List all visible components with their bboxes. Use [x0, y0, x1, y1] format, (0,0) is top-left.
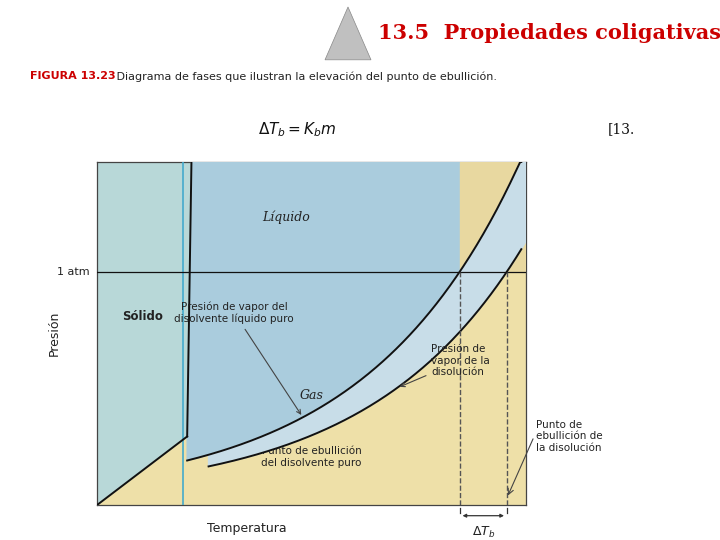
Text: Diagrama de fases que ilustran la elevación del punto de ebullición.: Diagrama de fases que ilustran la elevac… [113, 71, 497, 82]
Text: $\Delta T_b = K_b m$: $\Delta T_b = K_b m$ [258, 120, 337, 139]
Text: $\Delta T_b$: $\Delta T_b$ [472, 525, 495, 540]
Text: Presión: Presión [48, 310, 60, 356]
Polygon shape [187, 162, 526, 461]
Polygon shape [459, 162, 526, 272]
Text: Punto de
ebullición de
la disolución: Punto de ebullición de la disolución [536, 420, 603, 453]
Text: 1 atm: 1 atm [58, 267, 90, 276]
Text: Líquido: Líquido [262, 210, 310, 224]
Polygon shape [97, 162, 192, 505]
Text: Gas: Gas [300, 389, 323, 402]
Text: Presión de
vapor de la
disolución: Presión de vapor de la disolución [401, 345, 490, 387]
Polygon shape [209, 162, 526, 467]
Text: 13.5  Propiedades coligativas: 13.5 Propiedades coligativas [378, 23, 720, 43]
Polygon shape [97, 162, 526, 505]
Text: Presión de vapor del
disolvente líquido puro: Presión de vapor del disolvente líquido … [174, 301, 301, 414]
Text: Temperatura: Temperatura [207, 522, 287, 535]
Polygon shape [325, 7, 371, 60]
Text: Sólido: Sólido [122, 310, 163, 323]
Text: Punto de ebullición
del disolvente puro: Punto de ebullición del disolvente puro [261, 446, 361, 468]
Text: FIGURA 13.23: FIGURA 13.23 [30, 71, 116, 82]
Text: [13.: [13. [608, 123, 635, 137]
